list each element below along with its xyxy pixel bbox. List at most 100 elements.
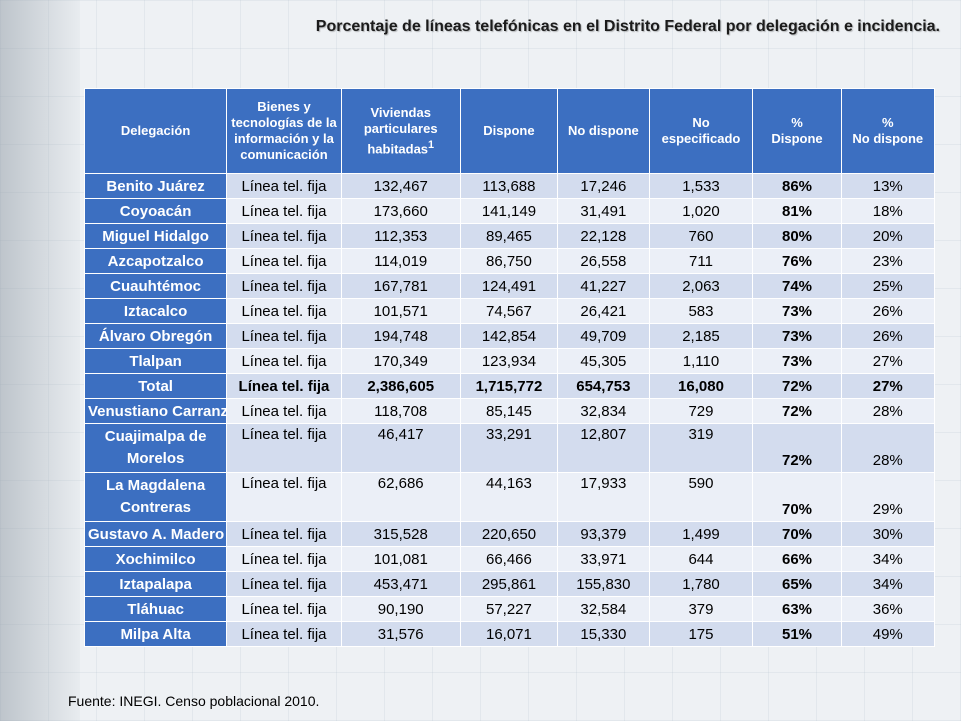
cell-no-dispone: 33,971 xyxy=(557,546,650,572)
cell-pct-dispone: 73% xyxy=(752,298,842,324)
cell-pct-dispone: 63% xyxy=(752,596,842,622)
cell-no-especificado: 729 xyxy=(648,398,754,424)
cell-bien: Línea tel. fija xyxy=(226,348,342,374)
cell-dispone: 141,149 xyxy=(459,198,559,224)
header-viviendas: Viviendas particulares habitadas1 xyxy=(340,88,461,174)
cell-no-dispone: 17,246 xyxy=(557,173,650,199)
cell-pct-dispone: 73% xyxy=(752,348,842,374)
cell-dispone: 66,466 xyxy=(459,546,559,572)
table-row: Gustavo A. Madero Línea tel. fija 315,528 2… xyxy=(83,521,936,547)
cell-pct-dispone: 51% xyxy=(752,621,842,647)
header-pct-no-dispone-label: No dispone xyxy=(852,131,924,146)
cell-pct-no-dispone: 28% xyxy=(840,398,936,424)
cell-delegacion: Coyoacán xyxy=(83,198,228,224)
cell-pct-dispone: 72% xyxy=(752,398,842,424)
header-pct-dispone-symbol: % xyxy=(791,115,803,130)
table-row: Álvaro Obregón Línea tel. fija 194,748 142,… xyxy=(83,323,936,349)
cell-dispone: 142,854 xyxy=(459,323,559,349)
header-no-dispone: No dispone xyxy=(557,88,650,174)
cell-no-especificado: 175 xyxy=(648,621,754,647)
table-header-row: Delegación Bienes y tecnologías de la in… xyxy=(83,88,936,174)
cell-pct-no-dispone: 34% xyxy=(840,571,936,597)
cell-viviendas: 194,748 xyxy=(340,323,461,349)
cell-no-dispone: 93,379 xyxy=(557,521,650,547)
cell-viviendas: 118,708 xyxy=(340,398,461,424)
cell-dispone: 295,861 xyxy=(459,571,559,597)
cell-delegacion: Xochimilco xyxy=(83,546,228,572)
cell-delegacion: Álvaro Obregón xyxy=(83,323,228,349)
header-viviendas-footnote: 1 xyxy=(428,138,435,151)
decorative-tree-strip xyxy=(0,0,80,721)
cell-no-dispone: 12,807 xyxy=(557,423,650,473)
cell-no-especificado: 1,020 xyxy=(648,198,754,224)
table-row: Azcapotzalco Línea tel. fija 114,019 86,750… xyxy=(83,248,936,274)
cell-bien: Línea tel. fija xyxy=(226,248,342,274)
cell-viviendas: 114,019 xyxy=(340,248,461,274)
cell-delegacion: Cuajimalpa de Morelos xyxy=(83,423,228,473)
cell-viviendas: 101,571 xyxy=(340,298,461,324)
cell-bien: Línea tel. fija xyxy=(226,298,342,324)
cell-bien: Línea tel. fija xyxy=(226,223,342,249)
cell-viviendas: 62,686 xyxy=(340,472,461,522)
cell-viviendas: 101,081 xyxy=(340,546,461,572)
cell-viviendas: 167,781 xyxy=(340,273,461,299)
cell-dispone: 113,688 xyxy=(459,173,559,199)
cell-pct-no-dispone: 26% xyxy=(840,298,936,324)
cell-no-especificado: 1,110 xyxy=(648,348,754,374)
table-row: Xochimilco Línea tel. fija 101,081 66,466 33… xyxy=(83,546,936,572)
cell-viviendas: 90,190 xyxy=(340,596,461,622)
cell-bien: Línea tel. fija xyxy=(226,198,342,224)
cell-viviendas: 173,660 xyxy=(340,198,461,224)
table-row: Iztacalco Línea tel. fija 101,571 74,567 26,… xyxy=(83,298,936,324)
cell-no-dispone: 17,933 xyxy=(557,472,650,522)
cell-no-especificado: 590 xyxy=(648,472,754,522)
cell-dispone: 124,491 xyxy=(459,273,559,299)
cell-bien: Línea tel. fija xyxy=(226,323,342,349)
cell-viviendas: 31,576 xyxy=(340,621,461,647)
cell-delegacion: Milpa Alta xyxy=(83,621,228,647)
cell-bien: Línea tel. fija xyxy=(226,521,342,547)
table-row: Cuajimalpa de Morelos Línea tel. fija 46,4… xyxy=(83,423,936,473)
cell-dispone: 85,145 xyxy=(459,398,559,424)
cell-no-dispone: 26,558 xyxy=(557,248,650,274)
table-row: Venustiano Carranza Línea tel. fija 118,70… xyxy=(83,398,936,424)
cell-dispone: 44,163 xyxy=(459,472,559,522)
header-pct-dispone: % Dispone xyxy=(752,88,842,174)
header-dispone: Dispone xyxy=(459,88,559,174)
cell-delegacion: Cuauhtémoc xyxy=(83,273,228,299)
table-row: Benito Juárez Línea tel. fija 132,467 113,6… xyxy=(83,173,936,199)
table-row: Coyoacán Línea tel. fija 173,660 141,149 31,… xyxy=(83,198,936,224)
cell-pct-no-dispone: 25% xyxy=(840,273,936,299)
cell-dispone: 74,567 xyxy=(459,298,559,324)
cell-pct-dispone: 80% xyxy=(752,223,842,249)
cell-no-especificado: 2,185 xyxy=(648,323,754,349)
cell-dispone: 57,227 xyxy=(459,596,559,622)
cell-no-dispone: 31,491 xyxy=(557,198,650,224)
cell-dispone: 86,750 xyxy=(459,248,559,274)
cell-delegacion: La Magdalena Contreras xyxy=(83,472,228,522)
cell-no-dispone: 32,834 xyxy=(557,398,650,424)
table-row: Tlalpan Línea tel. fija 170,349 123,934 45,3… xyxy=(83,348,936,374)
cell-delegacion: Tláhuac xyxy=(83,596,228,622)
cell-dispone: 1,715,772 xyxy=(459,373,559,399)
cell-bien: Línea tel. fija xyxy=(226,546,342,572)
cell-no-dispone: 155,830 xyxy=(557,571,650,597)
cell-no-dispone: 41,227 xyxy=(557,273,650,299)
cell-dispone: 123,934 xyxy=(459,348,559,374)
cell-delegacion: Iztacalco xyxy=(83,298,228,324)
cell-delegacion: Azcapotzalco xyxy=(83,248,228,274)
cell-pct-no-dispone: 29% xyxy=(840,472,936,522)
cell-dispone: 220,650 xyxy=(459,521,559,547)
header-bienes: Bienes y tecnologías de la información y… xyxy=(226,88,342,174)
cell-bien: Línea tel. fija xyxy=(226,571,342,597)
cell-no-especificado: 1,533 xyxy=(648,173,754,199)
cell-bien: Línea tel. fija xyxy=(226,423,342,473)
table-row: Iztapalapa Línea tel. fija 453,471 295,861 1… xyxy=(83,571,936,597)
cell-bien: Línea tel. fija xyxy=(226,596,342,622)
cell-pct-dispone: 72% xyxy=(752,423,842,473)
cell-pct-no-dispone: 13% xyxy=(840,173,936,199)
cell-no-especificado: 711 xyxy=(648,248,754,274)
header-pct-dispone-label: Dispone xyxy=(771,131,823,146)
cell-no-especificado: 379 xyxy=(648,596,754,622)
cell-no-especificado: 16,080 xyxy=(648,373,754,399)
